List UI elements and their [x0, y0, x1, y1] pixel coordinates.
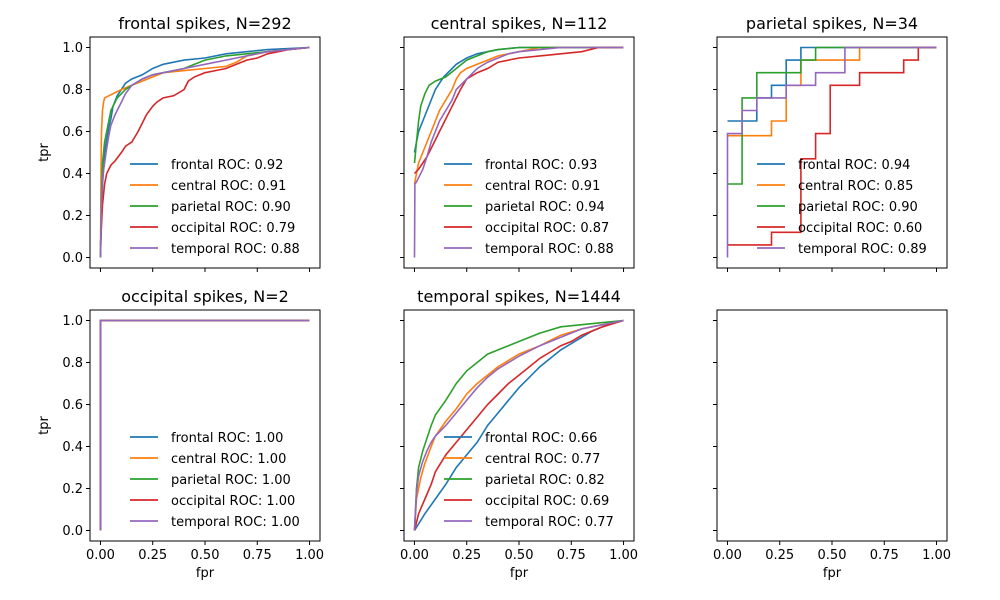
x-tick-label: 0.00	[400, 548, 429, 563]
y-axis-label: tpr	[37, 143, 52, 162]
x-tick-label: 0.75	[243, 548, 272, 563]
y-tick-label: 0.4	[62, 167, 83, 182]
legend-label-temporal: temporal ROC: 1.00	[171, 515, 300, 530]
x-axis-label: fpr	[510, 566, 529, 581]
y-tick-label: 0.0	[62, 524, 83, 539]
subplot-title: central spikes, N=112	[431, 14, 608, 33]
legend: frontal ROC: 1.00 central ROC: 1.00 pariet…	[130, 431, 300, 530]
x-tick-label: 0.50	[818, 548, 847, 563]
x-tick-label: 0.25	[765, 548, 794, 563]
legend-label-occipital: occipital ROC: 1.00	[171, 494, 295, 509]
x-tick-label: 0.00	[713, 548, 742, 563]
legend: frontal ROC: 0.94 central ROC: 0.85 pariet…	[757, 158, 927, 257]
legend-label-parietal: parietal ROC: 0.82	[485, 473, 605, 488]
roc-curve-frontal	[727, 46, 937, 122]
x-tick-label: 1.00	[922, 548, 951, 563]
subplot-2: central spikes, N=112 frontal ROC: 0.93 ce…	[400, 14, 635, 272]
subplot-1: frontal spikes, N=292 0.0 0.2 0.4 0.6 0.8 1.0 t…	[37, 14, 321, 272]
legend-label-frontal: frontal ROC: 0.93	[485, 158, 597, 173]
y-tick-label: 0.2	[62, 209, 83, 224]
y-tick-label: 1.0	[62, 41, 83, 56]
y-tick-label: 1.0	[62, 314, 83, 329]
subplot-title: parietal spikes, N=34	[746, 14, 918, 33]
roc-curve-central	[413, 319, 624, 531]
y-tick-label: 0.6	[62, 398, 83, 413]
x-tick-label: 0.50	[191, 548, 220, 563]
legend-label-temporal: temporal ROC: 0.88	[485, 242, 614, 257]
roc-curve-temporal	[99, 46, 310, 258]
roc-curve-parietal	[413, 46, 624, 164]
subplot-6: 0.00 0.25 0.50 0.75 1.00 fpr	[713, 309, 951, 581]
roc-curve-occipital	[99, 46, 310, 245]
roc-curve-temporal	[726, 46, 937, 258]
y-tick-label: 0.2	[62, 482, 83, 497]
legend: frontal ROC: 0.66 central ROC: 0.77 pariet…	[444, 431, 614, 530]
x-tick-label: 0.25	[452, 548, 481, 563]
legend-label-occipital: occipital ROC: 0.60	[798, 221, 922, 236]
legend-label-central: central ROC: 0.77	[485, 452, 600, 467]
legend: frontal ROC: 0.92 central ROC: 0.91 pariet…	[130, 158, 300, 257]
legend-label-occipital: occipital ROC: 0.69	[485, 494, 609, 509]
subplot-title: occipital spikes, N=2	[121, 287, 289, 306]
legend-label-parietal: parietal ROC: 0.90	[171, 200, 291, 215]
legend-label-parietal: parietal ROC: 0.94	[485, 200, 605, 215]
legend-label-temporal: temporal ROC: 0.89	[798, 242, 927, 257]
subplot-4: occipital spikes, N=2 0.00 0.25 0.50 0.75 1.0…	[37, 287, 324, 581]
legend-label-temporal: temporal ROC: 0.77	[485, 515, 614, 530]
y-tick-label: 0.8	[62, 356, 83, 371]
subplot-title: frontal spikes, N=292	[118, 14, 291, 33]
roc-curve-frontal	[99, 46, 310, 258]
x-tick-label: 0.75	[870, 548, 899, 563]
roc-curve-temporal	[99, 319, 310, 531]
roc-curve-occipital	[413, 46, 624, 175]
legend-label-central: central ROC: 0.85	[798, 179, 913, 194]
subplot-3: parietal spikes, N=34 frontal ROC: 0.94 ce…	[713, 14, 948, 272]
y-tick-label: 0.6	[62, 125, 83, 140]
legend-label-frontal: frontal ROC: 0.66	[485, 431, 597, 446]
x-tick-label: 1.00	[295, 548, 324, 563]
roc-curve-occipital	[727, 46, 937, 246]
axes-frame	[716, 309, 948, 542]
legend-label-occipital: occipital ROC: 0.79	[171, 221, 295, 236]
y-tick-label: 0.0	[62, 251, 83, 266]
subplot-5: temporal spikes, N=1444 0.00 0.25 0.50 0.75 1…	[400, 287, 638, 581]
legend-label-parietal: parietal ROC: 1.00	[171, 473, 291, 488]
subplot-title: temporal spikes, N=1444	[417, 287, 621, 306]
legend-label-parietal: parietal ROC: 0.90	[798, 200, 918, 215]
y-tick-label: 0.4	[62, 440, 83, 455]
legend-label-central: central ROC: 0.91	[485, 179, 600, 194]
roc-curve-temporal	[413, 46, 624, 258]
roc-curve-parietal	[413, 319, 624, 531]
x-axis-label: fpr	[196, 566, 215, 581]
y-axis-label: tpr	[37, 416, 52, 435]
x-axis-label: fpr	[823, 566, 842, 581]
legend-label-temporal: temporal ROC: 0.88	[171, 242, 300, 257]
x-tick-label: 0.75	[557, 548, 586, 563]
legend-label-central: central ROC: 0.91	[171, 179, 286, 194]
legend-label-frontal: frontal ROC: 0.92	[171, 158, 283, 173]
legend-label-central: central ROC: 1.00	[171, 452, 286, 467]
roc-curve-central	[99, 46, 310, 258]
roc-curve-occipital	[413, 319, 624, 531]
legend-label-occipital: occipital ROC: 0.87	[485, 221, 609, 236]
legend-label-frontal: frontal ROC: 0.94	[798, 158, 910, 173]
x-tick-label: 0.00	[86, 548, 115, 563]
legend: frontal ROC: 0.93 central ROC: 0.91 pariet…	[444, 158, 614, 257]
x-tick-label: 1.00	[609, 548, 638, 563]
legend-label-frontal: frontal ROC: 1.00	[171, 431, 283, 446]
roc-curve-temporal	[413, 319, 624, 531]
y-tick-label: 0.8	[62, 83, 83, 98]
x-tick-label: 0.50	[505, 548, 534, 563]
x-tick-label: 0.25	[138, 548, 167, 563]
